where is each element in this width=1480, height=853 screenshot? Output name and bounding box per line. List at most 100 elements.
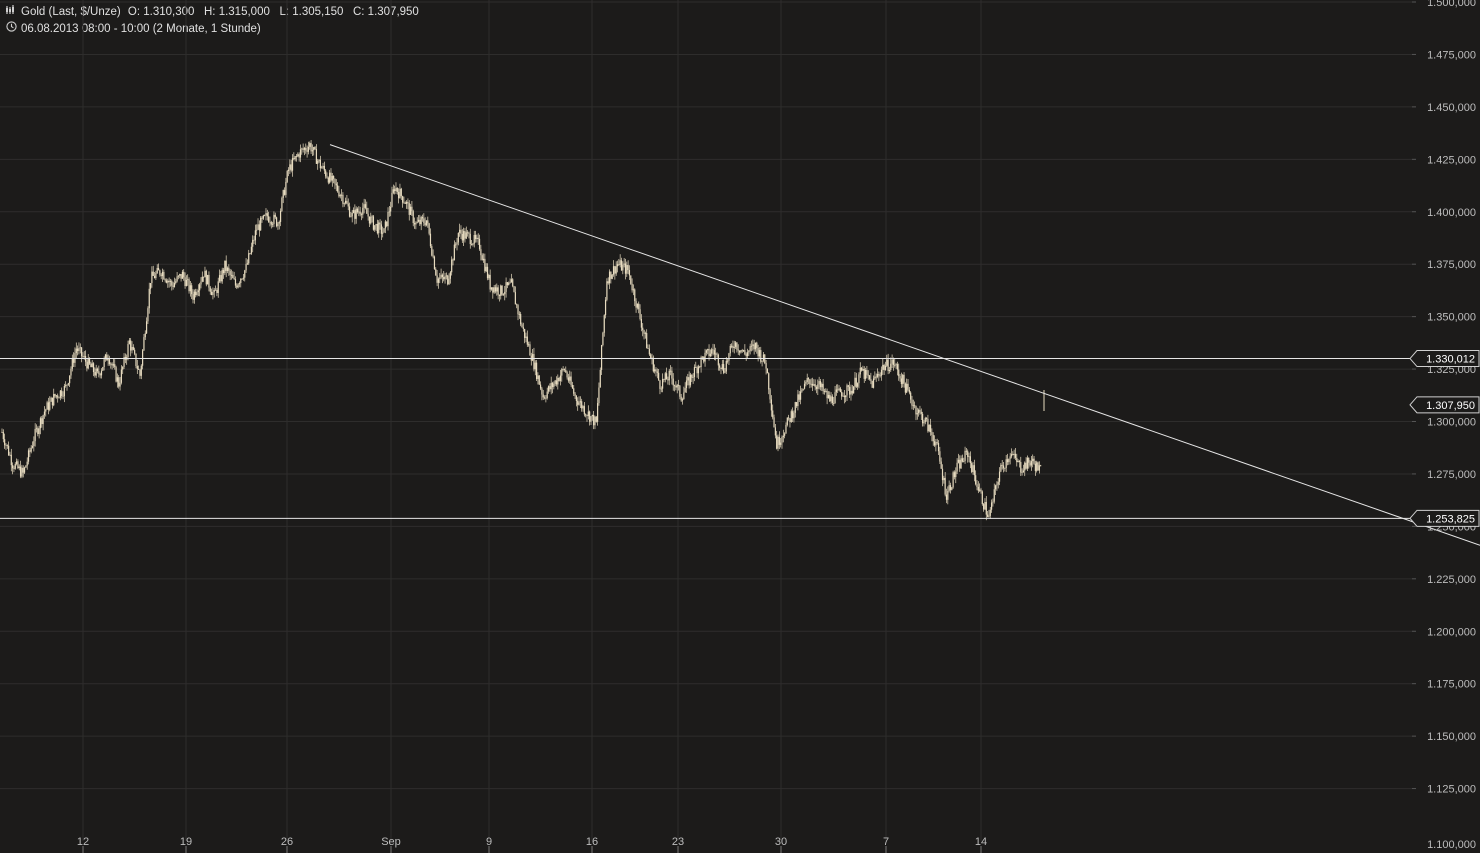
candle-body — [437, 278, 440, 283]
candle-body — [794, 402, 796, 413]
candle-body — [774, 427, 776, 436]
candle-body — [973, 465, 975, 476]
candle-body — [359, 211, 361, 215]
candle-body — [829, 395, 831, 402]
candle-body — [679, 385, 681, 397]
candle-body — [740, 350, 742, 353]
candle-body — [217, 281, 219, 293]
candle-body — [486, 266, 489, 279]
candle-body — [968, 456, 970, 458]
candle-body — [189, 285, 191, 292]
candle-body — [30, 447, 32, 452]
candle-body — [15, 461, 18, 464]
price-tags: 1.330,012 1.253,825 1.307,950 — [1409, 350, 1480, 527]
candle-body — [12, 465, 14, 469]
candle-body — [39, 418, 42, 429]
candle-body — [376, 223, 379, 234]
candle-body — [675, 385, 677, 388]
candle-body — [782, 435, 784, 438]
candle-body — [874, 376, 876, 379]
candle-body — [532, 354, 534, 361]
candle-body — [204, 270, 206, 278]
candle-body — [898, 369, 900, 377]
candle-body — [586, 415, 588, 417]
y-tick-label: 1.150,000 — [1427, 731, 1476, 743]
candle-body — [469, 233, 471, 245]
candle-body — [262, 215, 264, 219]
candle-body — [22, 467, 24, 473]
candle-body — [606, 281, 608, 300]
candle-body — [419, 219, 421, 225]
candle-body — [13, 468, 15, 470]
candle-body — [110, 363, 112, 365]
candle-body — [149, 283, 152, 289]
candle-body — [41, 418, 43, 425]
candle-body — [677, 384, 680, 386]
x-tick-label: 23 — [672, 836, 684, 848]
candle-body — [49, 401, 51, 410]
candle-body — [91, 363, 93, 368]
candle-body — [302, 148, 304, 150]
candle-body — [449, 272, 451, 279]
candle-body — [1028, 457, 1030, 463]
candle-body — [750, 345, 753, 347]
candle-body — [993, 489, 995, 502]
candle-body — [720, 367, 722, 370]
candle-body — [671, 370, 673, 379]
candle-body — [331, 175, 333, 181]
candle-body — [709, 353, 711, 357]
candle-body — [224, 260, 226, 274]
candle-body — [86, 361, 88, 369]
candle-body — [644, 333, 646, 334]
candle-body — [908, 389, 910, 393]
candle-body — [92, 363, 95, 373]
candle-body — [956, 462, 958, 472]
candle-body — [70, 368, 72, 376]
candle-body — [835, 389, 837, 393]
candle-body — [626, 265, 628, 274]
candle-body — [554, 380, 556, 384]
candle-body — [5, 444, 7, 446]
candle-body — [330, 172, 332, 181]
candle-body — [1022, 470, 1025, 473]
candle-body — [963, 460, 965, 462]
candle-body — [573, 388, 575, 394]
candle-body — [352, 210, 355, 213]
candle-body — [546, 391, 548, 399]
candle-body — [241, 278, 243, 280]
candle-body — [57, 395, 59, 398]
candle-body — [738, 350, 741, 353]
candle-body — [199, 284, 201, 291]
candle-body — [294, 156, 296, 160]
y-tick-label: 1.225,000 — [1427, 574, 1476, 586]
candle-body — [274, 214, 276, 218]
candle-body — [571, 384, 574, 389]
candle-body — [329, 172, 331, 183]
candle-body — [216, 289, 218, 293]
candle-body — [354, 210, 356, 219]
candle-body — [803, 383, 806, 389]
candle-body — [379, 222, 381, 225]
candle-body — [26, 461, 28, 466]
candle-body — [128, 340, 130, 344]
candle-body — [502, 294, 505, 296]
candle-body — [724, 371, 726, 373]
candle-body — [480, 249, 482, 256]
candle-body — [1033, 458, 1035, 464]
candle-body — [591, 414, 593, 417]
candle-body — [261, 217, 263, 219]
candle-body — [107, 359, 109, 361]
drawn-lines — [0, 144, 1480, 546]
candle-body — [375, 223, 377, 226]
candle-body — [504, 291, 506, 295]
candle-body — [180, 274, 182, 279]
candle-body — [285, 181, 287, 195]
candle-body — [183, 271, 185, 278]
candle-body — [790, 411, 792, 422]
candle-body — [727, 360, 729, 362]
candle-body — [286, 171, 288, 182]
candle-body — [884, 365, 887, 371]
candle-body — [321, 167, 323, 169]
candle-body — [448, 278, 450, 285]
